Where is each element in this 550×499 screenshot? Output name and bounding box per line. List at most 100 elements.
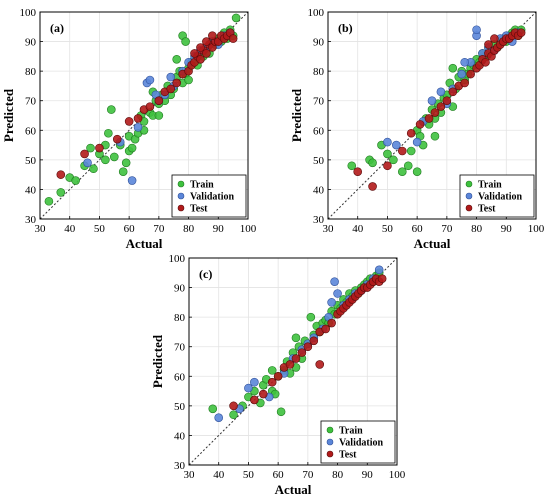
- data-point: [297, 348, 307, 357]
- legend-label: Validation: [478, 192, 523, 203]
- legend-label: Test: [190, 204, 208, 215]
- data-point: [250, 377, 259, 387]
- data-point: [258, 389, 268, 399]
- data-point: [112, 134, 122, 144]
- data-point: [430, 131, 440, 141]
- legend-box: [320, 420, 396, 464]
- y-tick-label: 80: [25, 66, 37, 78]
- y-tick-label: 70: [313, 96, 325, 108]
- data-point: [190, 49, 199, 58]
- y-tick-label: 40: [174, 430, 186, 442]
- data-point: [457, 69, 467, 79]
- series-test: [56, 28, 238, 179]
- y-tick-label: 30: [313, 214, 325, 226]
- data-point: [172, 55, 181, 64]
- data-point: [124, 117, 134, 126]
- y-tick-label: 40: [313, 184, 325, 196]
- data-point: [353, 167, 363, 176]
- x-tick-label: 40: [352, 223, 364, 235]
- series-test: [353, 28, 526, 191]
- data-point: [89, 164, 98, 174]
- data-point: [127, 143, 137, 153]
- data-point: [309, 336, 319, 346]
- x-tick-label: 100: [240, 223, 257, 235]
- panel-label: (c): [199, 267, 212, 281]
- x-tick-label: 100: [389, 469, 406, 481]
- data-point: [436, 87, 446, 97]
- panel-label: (a): [50, 21, 64, 35]
- x-tick-label: 90: [213, 223, 225, 235]
- y-tick-label: 60: [313, 125, 325, 137]
- x-tick-label: 100: [528, 223, 545, 235]
- data-point: [80, 149, 89, 159]
- data-point: [333, 289, 342, 298]
- data-point: [208, 404, 218, 414]
- data-point: [427, 96, 437, 106]
- y-tick-label: 30: [174, 460, 186, 472]
- y-tick-label: 90: [313, 37, 325, 49]
- data-point: [267, 377, 277, 387]
- data-point: [412, 167, 422, 176]
- data-point: [383, 149, 392, 159]
- data-point: [412, 137, 422, 147]
- data-point: [104, 128, 113, 138]
- data-point: [347, 161, 357, 171]
- data-point: [424, 114, 434, 123]
- data-point: [303, 342, 313, 352]
- data-point: [368, 158, 377, 168]
- data-point: [228, 34, 238, 43]
- x-tick-label: 80: [183, 223, 195, 235]
- data-point: [291, 354, 301, 363]
- y-tick-label: 90: [25, 37, 37, 49]
- data-point: [202, 37, 211, 46]
- y-tick-label: 100: [20, 7, 37, 19]
- series-test: [229, 274, 387, 411]
- legend-marker: [326, 426, 334, 434]
- data-point: [466, 69, 475, 79]
- legend-marker: [326, 438, 334, 446]
- data-point: [86, 143, 95, 153]
- data-point: [83, 158, 92, 168]
- data-point: [127, 176, 137, 185]
- data-point: [250, 395, 259, 405]
- plot-frame: [327, 11, 537, 220]
- data-point: [448, 63, 458, 73]
- data-point: [95, 143, 104, 153]
- y-tick-label: 30: [25, 214, 37, 226]
- legend-label: Validation: [339, 438, 384, 449]
- data-point: [196, 55, 205, 64]
- data-point: [202, 49, 211, 58]
- data-point: [448, 87, 458, 97]
- data-point: [273, 371, 283, 381]
- data-point: [484, 40, 493, 49]
- legend-marker: [465, 192, 473, 200]
- x-tick-label: 90: [362, 469, 374, 481]
- x-tick-label: 90: [501, 223, 513, 235]
- data-point: [415, 120, 425, 129]
- data-point: [383, 137, 392, 147]
- data-point: [154, 111, 164, 120]
- data-point: [442, 96, 452, 106]
- y-tick-label: 80: [313, 66, 325, 78]
- data-point: [244, 383, 253, 393]
- y-tick-label: 60: [174, 371, 186, 383]
- data-point: [430, 108, 440, 117]
- y-tick-label: 70: [25, 96, 37, 108]
- data-point: [377, 274, 387, 284]
- data-point: [285, 360, 295, 369]
- data-point: [397, 146, 407, 156]
- y-tick-label: 40: [25, 184, 37, 196]
- data-point: [166, 72, 176, 82]
- data-point: [56, 170, 66, 179]
- data-point: [71, 176, 80, 185]
- data-point: [107, 105, 116, 114]
- data-point: [327, 298, 336, 307]
- legend-label: Validation: [190, 192, 235, 203]
- data-point: [181, 37, 190, 46]
- legend-marker: [465, 204, 473, 212]
- data-point: [516, 28, 526, 38]
- data-point: [315, 360, 325, 369]
- legend-marker: [326, 450, 334, 458]
- legend-marker: [465, 180, 473, 188]
- data-point: [460, 78, 469, 88]
